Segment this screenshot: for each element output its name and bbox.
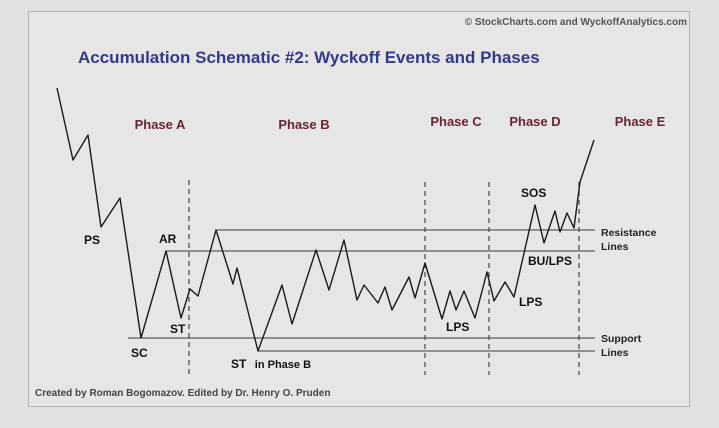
price-path	[56, 87, 595, 352]
diagram-panel	[28, 11, 690, 407]
resistance-lines-label-2: Lines	[601, 241, 629, 253]
credit-text: Created by Roman Bogomazov. Edited by Dr…	[35, 388, 330, 399]
event-sos-label: SOS	[521, 186, 546, 200]
event-bu-lps-label: BU/LPS	[528, 254, 572, 268]
event-st-label: ST	[170, 322, 186, 336]
event-sc-label: SC	[131, 346, 148, 360]
phase-d-label: Phase D	[509, 114, 560, 129]
diagram-title: Accumulation Schematic #2: Wyckoff Event…	[78, 48, 540, 67]
event-ps-label: PS	[84, 233, 100, 247]
phase-b-label: Phase B	[278, 117, 329, 132]
event-ar-label: AR	[159, 232, 177, 246]
support-lines-label-1: Support	[601, 333, 642, 345]
resistance-lines-label-1: Resistance	[601, 227, 657, 239]
event-st-phase-b-label: ST in Phase B	[231, 355, 311, 372]
event-lps-c-label: LPS	[446, 320, 469, 334]
copyright-text: © StockCharts.com and WyckoffAnalytics.c…	[465, 17, 687, 28]
phase-e-label: Phase E	[615, 114, 666, 129]
phase-c-label: Phase C	[430, 114, 482, 129]
phase-a-label: Phase A	[135, 117, 186, 132]
support-lines-label-2: Lines	[601, 347, 629, 359]
event-lps-d-label: LPS	[519, 295, 542, 309]
